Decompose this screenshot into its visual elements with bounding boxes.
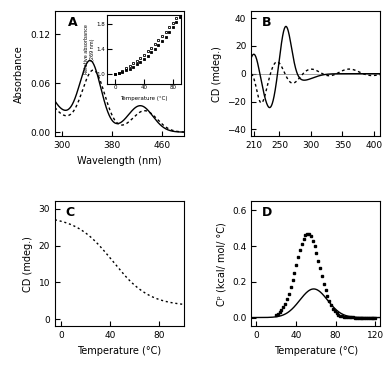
X-axis label: Temperature (°C): Temperature (°C) xyxy=(274,346,358,356)
X-axis label: Temperature (°C): Temperature (°C) xyxy=(77,346,162,356)
Y-axis label: Absorbance: Absorbance xyxy=(15,45,24,102)
Text: C: C xyxy=(65,206,74,219)
Y-axis label: Cᵖ (kcal/ mol/ °C): Cᵖ (kcal/ mol/ °C) xyxy=(216,222,226,306)
Y-axis label: CD (mdeg.): CD (mdeg.) xyxy=(23,236,33,292)
X-axis label: Wavelength (nm): Wavelength (nm) xyxy=(77,156,162,166)
Text: A: A xyxy=(68,16,77,29)
Y-axis label: CD (mdeg.): CD (mdeg.) xyxy=(212,46,222,102)
Text: B: B xyxy=(261,16,271,29)
Text: D: D xyxy=(261,206,272,219)
